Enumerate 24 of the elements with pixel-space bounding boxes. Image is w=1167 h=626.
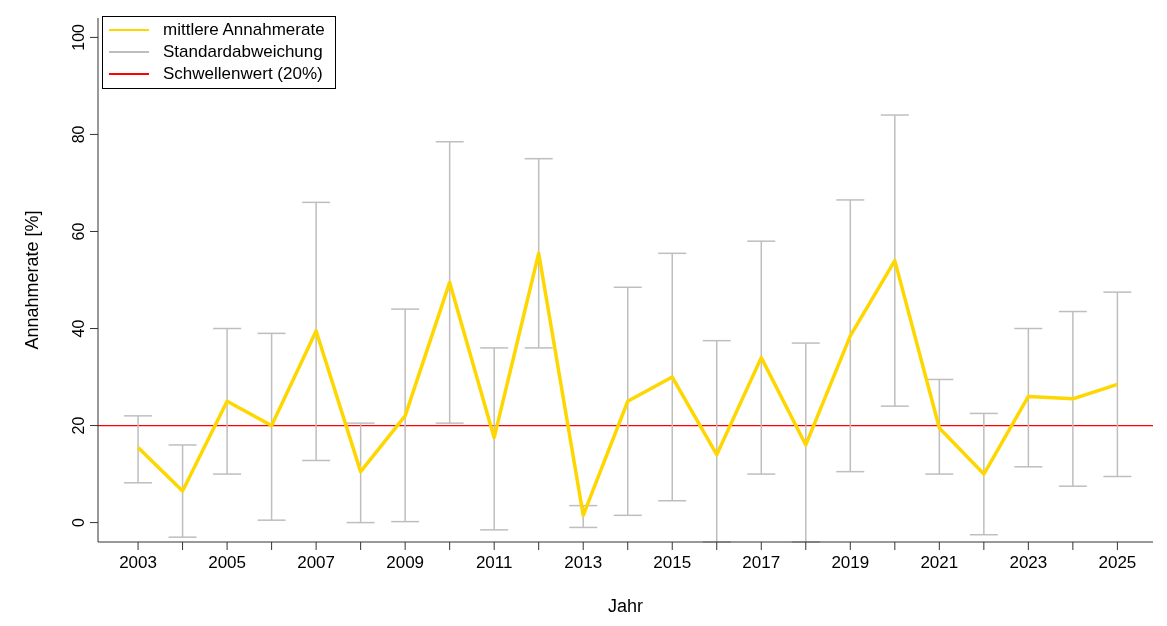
x-tick-label: 2009: [386, 553, 425, 573]
x-tick-label: 2013: [564, 553, 603, 573]
y-tick-label: 100: [70, 23, 87, 51]
x-tick-label: 2003: [119, 553, 157, 573]
legend-label: Schwellenwert (20%): [163, 64, 323, 84]
x-tick-label: 2023: [1009, 553, 1048, 573]
line-series: [136, 251, 1120, 518]
x-tick-label: 2017: [742, 553, 781, 573]
x-tick-label: 2005: [208, 553, 247, 573]
y-tick-label: 80: [70, 125, 87, 144]
legend-label: mittlere Annahmerate: [163, 20, 325, 40]
y-axis-title: Annahmerate [%]: [22, 210, 43, 350]
annotation: Standardabweichung: [163, 42, 323, 62]
y-tick-label: 60: [70, 222, 87, 241]
y-tick-label: 0: [70, 518, 87, 528]
y-tick-label: 20: [70, 416, 87, 435]
x-tick-label: 2011: [475, 553, 513, 573]
x-tick-label: 2007: [297, 553, 336, 573]
y-tick-label: 40: [70, 319, 87, 338]
x-tick-label: 2019: [831, 553, 870, 573]
x-tick-label: 2015: [653, 553, 692, 573]
x-axis-title: Jahr: [607, 596, 644, 616]
x-tick-label: 2025: [1098, 553, 1137, 573]
x-tick-label: 2021: [920, 553, 959, 573]
